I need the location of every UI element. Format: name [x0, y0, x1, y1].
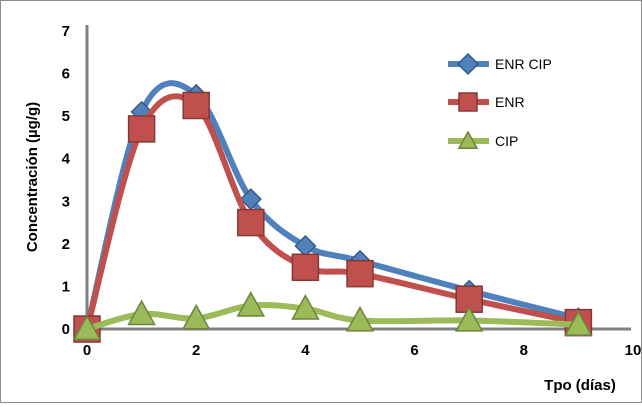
data-point-square — [237, 208, 265, 237]
legend-item: CIP — [448, 130, 518, 149]
data-point-triangle — [72, 314, 102, 341]
y-tick-label: 4 — [62, 151, 71, 168]
data-point-triangle — [454, 305, 484, 332]
data-point-triangle — [127, 299, 156, 326]
data-point-triangle — [564, 310, 593, 336]
y-tick-label: 6 — [62, 66, 70, 83]
data-point-triangle — [291, 294, 320, 320]
tick-labels: 0 1 2 3 4 5 6 7 0 2 4 6 8 10 — [62, 23, 642, 359]
legend-label: ENR — [495, 94, 525, 110]
series-lines — [72, 80, 593, 343]
legend-label: ENR CIP — [495, 56, 552, 72]
x-axis-title: Tpo (días) — [544, 377, 616, 394]
legend-marker — [458, 92, 478, 112]
series-line — [84, 80, 582, 332]
y-axis-title: Concentración (µg/g) — [24, 102, 41, 252]
legend-item: ENR CIP — [448, 52, 552, 76]
y-tick-label: 5 — [62, 108, 70, 125]
data-point-square — [127, 115, 156, 143]
legend-marker — [456, 52, 480, 76]
y-tick-label: 0 — [62, 321, 70, 338]
series-line — [84, 93, 582, 332]
series-cip — [72, 291, 593, 341]
legend-marker — [457, 130, 479, 149]
series-enr — [73, 91, 593, 343]
x-tick-label: 0 — [83, 342, 91, 359]
data-point-triangle — [236, 291, 266, 317]
data-point-square — [182, 91, 210, 120]
data-point-triangle — [345, 305, 375, 332]
x-tick-label: 8 — [520, 342, 528, 359]
x-tick-label: 2 — [192, 342, 200, 359]
x-tick-label: 4 — [301, 342, 310, 359]
data-point-triangle — [181, 303, 211, 330]
legend-item: ENR — [448, 92, 525, 112]
data-point-square — [346, 259, 374, 288]
y-tick-label: 1 — [62, 278, 70, 295]
y-tick-label: 2 — [62, 236, 70, 253]
x-tick-label: 6 — [410, 342, 418, 359]
x-tick-label: 10 — [625, 342, 641, 359]
y-tick-label: 7 — [62, 23, 70, 40]
y-tick-label: 3 — [62, 193, 70, 210]
data-point-square — [291, 253, 320, 282]
legend: ENR CIP ENR CIP — [448, 52, 552, 149]
legend-label: CIP — [495, 133, 518, 149]
